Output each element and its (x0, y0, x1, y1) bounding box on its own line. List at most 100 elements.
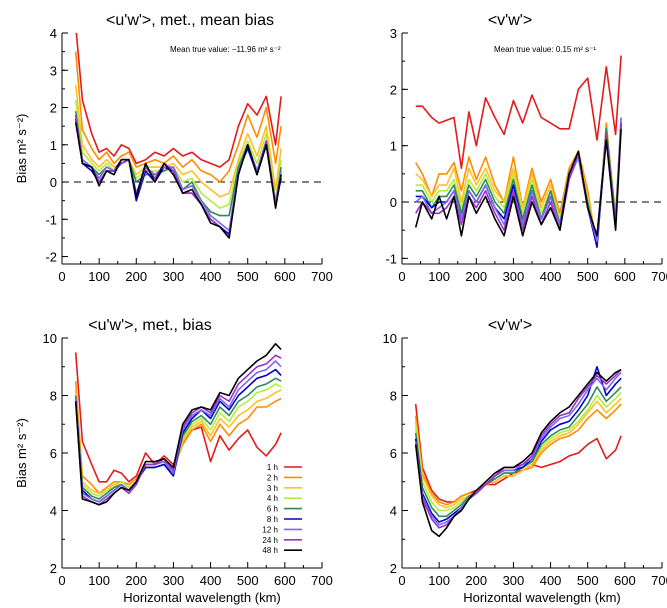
y-tick-label: -1 (45, 212, 57, 227)
y-tick-label: 4 (50, 504, 57, 519)
series-line-6h (415, 123, 622, 243)
chart-panel-3: <u'w'>, met., bias 0 100 200 300 400 500 600 700… (14, 317, 333, 605)
series-group (414, 55, 622, 248)
x-tick-label: 200 (125, 573, 147, 588)
legend-label: 6 h (267, 505, 278, 514)
series-line-3h (74, 85, 282, 198)
series-line-8h (414, 365, 622, 523)
series-line-48h (414, 368, 622, 538)
y-tick-label: 4 (390, 504, 397, 519)
mean-true-value-annotation: Mean true value: 0.15 m² s⁻¹ (494, 45, 596, 54)
series-line-12h (414, 371, 622, 526)
y-tick-label: 8 (390, 389, 397, 404)
y-tick-label: 2 (390, 561, 397, 576)
x-tick-label: 600 (614, 269, 636, 284)
y-tick-label: 6 (390, 446, 397, 461)
panel-title: <v'w'> (488, 12, 532, 29)
series-line-3h (415, 123, 622, 243)
x-tick-label: 600 (614, 573, 636, 588)
series-line-1h (75, 33, 282, 168)
y-tick-label: 3 (50, 63, 57, 78)
y-tick-label: 0 (390, 195, 397, 210)
x-tick-label: 200 (125, 269, 147, 284)
y-tick-label: 1 (390, 139, 397, 154)
series-group (414, 365, 622, 538)
series-group (74, 33, 282, 239)
x-tick-label: 500 (237, 269, 259, 284)
legend-label: 3 h (267, 484, 278, 493)
series-line-1h (415, 55, 622, 169)
y-tick-label: 3 (390, 26, 397, 41)
x-tick-label: 200 (465, 269, 487, 284)
y-tick-label: 2 (50, 561, 57, 576)
y-tick-label: 8 (50, 389, 57, 404)
x-tick-label: 300 (503, 269, 525, 284)
x-tick-label: 700 (651, 573, 667, 588)
x-tick-label: 0 (398, 573, 405, 588)
x-axis-label: Horizontal wavelength (km) (123, 590, 281, 605)
x-tick-label: 400 (200, 269, 222, 284)
x-tick-label: 0 (58, 269, 65, 284)
series-line-2h (74, 51, 282, 183)
x-tick-label: 700 (311, 269, 333, 284)
y-tick-label: -1 (385, 251, 397, 266)
x-tick-label: 100 (88, 573, 110, 588)
panel-title: <v'w'> (488, 317, 532, 334)
series-line-48h (74, 342, 282, 506)
x-tick-label: 500 (577, 573, 599, 588)
x-tick-label: 0 (58, 573, 65, 588)
legend-label: 1 h (267, 463, 278, 472)
x-tick-label: 300 (163, 269, 185, 284)
x-tick-label: 400 (540, 573, 562, 588)
legend-label: 4 h (267, 494, 278, 503)
x-tick-label: 0 (398, 269, 405, 284)
legend-label: 2 h (267, 473, 278, 482)
chart-panel-1: <u'w'>, met., mean bias 0 100 200 300 400 500 6… (14, 12, 333, 284)
panel-title: <u'w'>, met., mean bias (106, 12, 274, 29)
y-tick-label: 6 (50, 446, 57, 461)
series-line-12h (415, 117, 622, 243)
y-tick-label: 4 (50, 26, 57, 41)
mean-true-value-annotation: Mean true value: −11.96 m² s⁻² (170, 45, 281, 54)
legend-label: 24 h (262, 536, 278, 545)
x-tick-label: 700 (651, 269, 667, 284)
y-tick-label: 10 (383, 331, 397, 346)
x-tick-label: 400 (540, 269, 562, 284)
series-line-4h (74, 383, 282, 497)
x-tick-label: 200 (465, 573, 487, 588)
x-tick-label: 600 (274, 269, 296, 284)
series-line-48h (414, 128, 622, 237)
x-tick-label: 500 (577, 269, 599, 284)
chart-panel-4: <v'w'> 0 100 200 300 400 500 600 700 2 4 6 8 10 Horizo… (383, 317, 667, 605)
x-tick-label: 700 (311, 573, 333, 588)
x-tick-label: 300 (163, 573, 185, 588)
x-tick-label: 100 (428, 573, 450, 588)
panel-title: <u'w'>, met., bias (88, 317, 212, 334)
y-tick-label: 1 (50, 138, 57, 153)
y-axis-label: Bias m² s⁻²) (14, 418, 29, 488)
x-tick-label: 100 (88, 269, 110, 284)
series-line-3h (414, 397, 622, 509)
x-tick-label: 400 (200, 573, 222, 588)
series-line-12h (74, 360, 282, 503)
legend-label: 12 h (262, 525, 278, 534)
series-line-48h (74, 122, 282, 239)
x-axis-label: Horizontal wavelength (km) (463, 590, 621, 605)
y-tick-label: 0 (50, 175, 57, 190)
y-axis-label: Bias m² s⁻²) (14, 114, 29, 184)
series-line-6h (414, 386, 622, 518)
y-tick-label: 2 (390, 82, 397, 97)
y-tick-label: 2 (50, 101, 57, 116)
legend-label: 48 h (262, 546, 278, 555)
series-line-2h (415, 117, 622, 248)
x-tick-label: 300 (503, 573, 525, 588)
series-line-24h (74, 354, 282, 506)
series-line-1h (74, 352, 282, 483)
y-tick-label: 10 (43, 331, 57, 346)
x-tick-label: 100 (428, 269, 450, 284)
series-line-1h (414, 404, 622, 503)
y-tick-label: -2 (45, 250, 57, 265)
series-group (74, 342, 282, 506)
